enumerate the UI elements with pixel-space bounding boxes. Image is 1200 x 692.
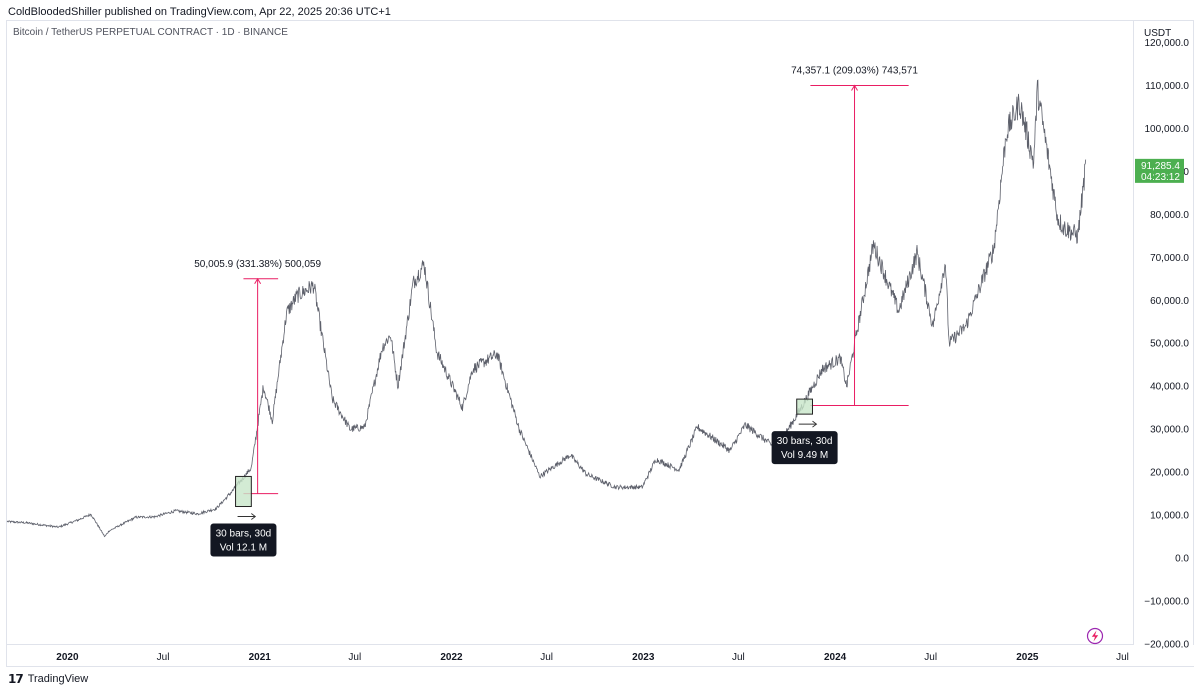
x-tick-label: Jul xyxy=(924,652,937,663)
x-tick-label: Jul xyxy=(1116,652,1129,663)
y-tick-label: 40,000.0 xyxy=(1150,382,1189,393)
time-axis[interactable] xyxy=(6,645,1194,667)
y-tick-label: 70,000.0 xyxy=(1150,253,1189,264)
x-tick-label: 2020 xyxy=(56,652,79,663)
price-series-line xyxy=(6,79,1087,538)
measure-label: 50,005.9 (331.38%) 500,059 xyxy=(194,259,321,270)
y-tick-label: 80,000.0 xyxy=(1150,210,1189,221)
x-tick-label: 2024 xyxy=(824,652,847,663)
range-tooltip-bars: 30 bars, 30d xyxy=(777,436,833,447)
footer-brand: TradingView xyxy=(27,673,89,685)
y-tick-label: −10,000.0 xyxy=(1144,597,1189,608)
range-tooltip-bars: 30 bars, 30d xyxy=(216,529,272,540)
tradingview-logo-icon: 𝟭𝟳 xyxy=(8,672,24,686)
range-tooltip-volume: Vol 9.49 M xyxy=(781,450,828,461)
range-tooltip xyxy=(210,523,277,557)
y-tick-label: −20,000.0 xyxy=(1144,640,1189,651)
range-tooltip xyxy=(771,431,838,465)
y-tick-label: 50,000.0 xyxy=(1150,339,1189,350)
y-tick-label: 120,000.0 xyxy=(1145,38,1190,49)
price-axis[interactable] xyxy=(1134,20,1194,645)
measure-label: 74,357.1 (209.03%) 743,571 xyxy=(791,65,918,76)
range-arrow-head xyxy=(812,420,818,428)
bar-countdown: 04:23:12 xyxy=(1141,172,1180,183)
x-tick-label: 2023 xyxy=(632,652,655,663)
y-tick-label: 30,000.0 xyxy=(1150,425,1189,436)
x-tick-label: 2025 xyxy=(1016,652,1039,663)
chart-symbol-title: Bitcoin / TetherUS PERPETUAL CONTRACT · … xyxy=(13,27,288,38)
range-arrow-head xyxy=(251,513,257,520)
x-tick-label: Jul xyxy=(157,652,170,663)
y-tick-label: 10,000.0 xyxy=(1150,511,1189,522)
y-tick-label: 100,000.0 xyxy=(1145,124,1190,135)
x-tick-label: 2021 xyxy=(249,652,272,663)
chart-pane[interactable] xyxy=(6,20,1134,645)
currency-label: USDT xyxy=(1144,28,1171,39)
x-tick-label: Jul xyxy=(732,652,745,663)
last-price-value: 91,285.4 xyxy=(1141,161,1180,172)
lightning-icon[interactable] xyxy=(1086,627,1104,645)
date-range-box xyxy=(235,475,252,508)
y-tick-label: 60,000.0 xyxy=(1150,296,1189,307)
x-tick-label: Jul xyxy=(348,652,361,663)
y-tick-label: 0.0 xyxy=(1175,554,1189,565)
date-range-box xyxy=(796,398,813,415)
x-tick-label: Jul xyxy=(540,652,553,663)
range-tooltip-volume: Vol 12.1 M xyxy=(220,543,267,554)
x-tick-label: 2022 xyxy=(440,652,463,663)
y-tick-label: 110,000.0 xyxy=(1145,81,1189,92)
footer: 𝟭𝟳 TradingView xyxy=(8,672,88,686)
y-tick-label: 20,000.0 xyxy=(1150,468,1189,479)
last-price-badge xyxy=(1135,158,1184,183)
publisher-line: ColdBloodedShiller published on TradingV… xyxy=(8,6,391,18)
